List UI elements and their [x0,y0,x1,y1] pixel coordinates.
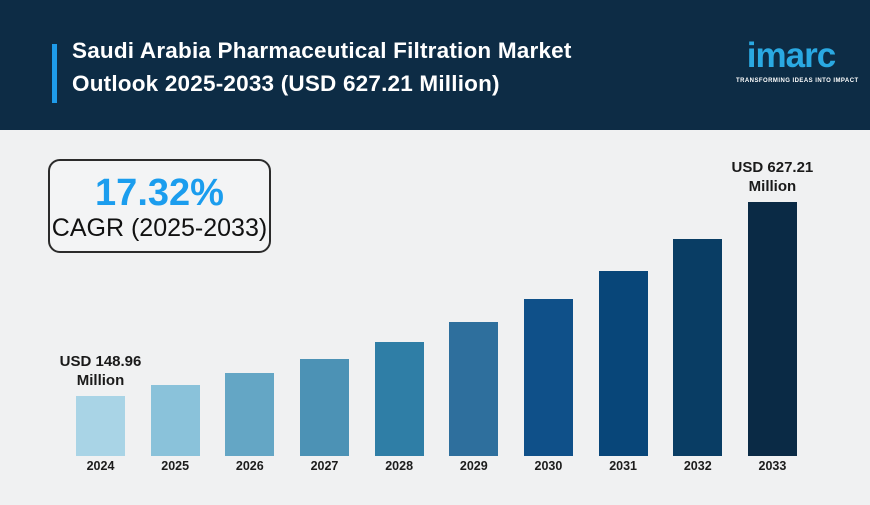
header-banner: Saudi Arabia Pharmaceutical Filtration M… [0,0,870,130]
x-axis-tick-2029: 2029 [459,459,488,473]
bar-2028 [374,342,424,456]
bar-column-2027: 2027 [299,130,349,477]
x-axis-tick-2031: 2031 [609,459,637,473]
cagr-label: CAGR (2025-2033) [51,214,268,242]
bar-column-2031: 2031 [598,130,648,477]
x-axis-tick-2024: 2024 [86,459,115,473]
bar-2026 [225,373,275,456]
page-title-line1: Saudi Arabia Pharmaceutical Filtration M… [72,38,572,63]
cagr-badge: 17.32% CAGR (2025-2033) [48,159,271,253]
bar-column-2025: 2025 [150,130,200,477]
bar-2033 [747,202,797,456]
x-axis-tick-2033: 2033 [758,459,787,473]
x-axis-tick-2025: 2025 [161,459,190,473]
bar-column-2030: 2030 [523,130,573,477]
x-axis-tick-2032: 2032 [683,459,712,473]
bar-chart: 17.32% CAGR (2025-2033) USD 148.96 Millio… [0,130,870,505]
x-axis-tick-2030: 2030 [534,459,563,473]
bar-column-2033: USD 627.21 Million 2033 [732,130,814,477]
bar-column-2029: 2029 [449,130,499,477]
bar-2030 [523,299,573,456]
x-axis-tick-2026: 2026 [235,459,264,473]
bar-2032 [673,239,723,456]
imarc-logo-wordmark: imarc [746,36,836,75]
x-axis-tick-2028: 2028 [385,459,414,473]
imarc-logo: imarc TRANSFORMING IDEAS INTO IMPACT [736,36,859,84]
bar-column-2028: 2028 [374,130,424,477]
page-title-line2: Outlook 2025-2033 (USD 627.21 Million) [72,71,500,96]
bar-value-label-2024: USD 148.96 Million [59,353,142,389]
bar-column-2026: 2026 [225,130,275,477]
bar-value-label-2033: USD 627.21 Million [731,159,814,195]
imarc-logo-tagline: TRANSFORMING IDEAS INTO IMPACT [736,78,859,84]
title-accent-bar [52,44,57,103]
cagr-value: 17.32% [95,172,224,214]
bar-2027 [299,359,349,456]
bar-chart-plot-area: USD 148.96 Million 2024 2025 2026 2027 2028 202… [60,130,814,477]
bar-2029 [449,322,499,456]
x-axis-tick-2027: 2027 [310,459,339,473]
page-title: Saudi Arabia Pharmaceutical Filtration M… [72,34,692,100]
bar-2024 [76,396,125,456]
bar-2031 [598,271,648,456]
bar-2025 [150,385,200,456]
bar-column-2032: 2032 [673,130,723,477]
bar-column-2024: USD 148.96 Million 2024 [60,130,142,477]
